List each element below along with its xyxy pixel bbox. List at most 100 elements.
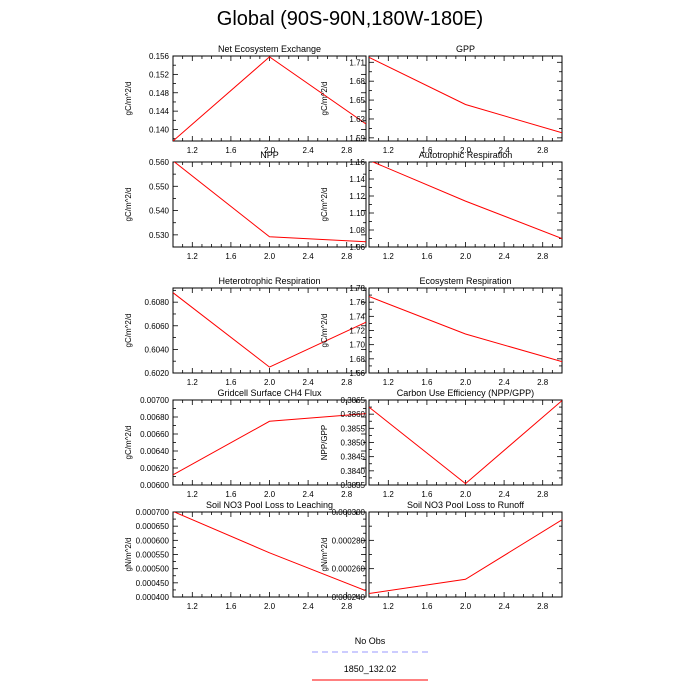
y-tick-label: 0.000600 — [136, 536, 170, 545]
y-tick-label: 1.78 — [349, 284, 365, 293]
carbon-use-efficiency-npp-gpp-title: Carbon Use Efficiency (NPP/GPP) — [397, 388, 534, 398]
y-tick-label: 0.000550 — [136, 551, 170, 560]
y-tick-label: 1.65 — [349, 96, 365, 105]
y-tick-label: 1.59 — [349, 134, 365, 143]
x-tick-label: 2.8 — [341, 378, 353, 387]
y-tick-label: 0.000280 — [332, 536, 366, 545]
x-tick-label: 2.4 — [303, 378, 315, 387]
x-tick-label: 1.2 — [187, 146, 199, 155]
x-tick-label: 2.0 — [460, 146, 472, 155]
npp-frame — [172, 161, 367, 248]
y-tick-label: 0.140 — [149, 126, 170, 135]
x-tick-label: 2.0 — [264, 378, 276, 387]
y-tick-label: 0.000650 — [136, 522, 170, 531]
x-tick-label: 2.4 — [499, 602, 511, 611]
y-tick-label: 1.68 — [349, 77, 365, 86]
x-tick-label: 2.0 — [264, 252, 276, 261]
y-tick-label: 1.62 — [349, 115, 365, 124]
soil-no3-pool-loss-to-leaching-frame — [172, 511, 367, 598]
y-tick-label: 0.6080 — [145, 298, 170, 307]
y-tick-label: 1.72 — [349, 327, 365, 336]
carbon-use-efficiency-npp-gpp-series-line — [369, 400, 562, 485]
autotrophic-respiration-series-line — [371, 162, 562, 239]
npp-series-line — [173, 162, 366, 243]
heterotrophic-respiration-frame — [172, 287, 367, 374]
y-tick-label: 0.6020 — [145, 369, 170, 378]
x-tick-label: 2.0 — [460, 490, 472, 499]
x-tick-label: 2.8 — [537, 252, 549, 261]
x-tick-label: 2.0 — [264, 490, 276, 499]
y-tick-label: 0.00680 — [140, 413, 169, 422]
ecosystem-respiration-ylabel: gC/m^2/d — [320, 314, 329, 348]
y-tick-label: 1.08 — [349, 226, 365, 235]
y-tick-label: 0.3865 — [341, 396, 366, 405]
x-tick-label: 1.6 — [421, 490, 433, 499]
y-tick-label: 1.76 — [349, 298, 365, 307]
y-tick-label: 0.000260 — [332, 565, 366, 574]
gridcell-surface-ch4-flux-ylabel: gC/m^2/d — [124, 426, 133, 460]
x-tick-label: 1.6 — [225, 146, 237, 155]
y-tick-label: 0.3845 — [341, 453, 366, 462]
heterotrophic-respiration-ylabel: gC/m^2/d — [124, 314, 133, 348]
x-tick-label: 1.2 — [187, 490, 199, 499]
legend-label: No Obs — [355, 636, 386, 646]
x-tick-label: 1.6 — [225, 490, 237, 499]
x-tick-label: 1.2 — [187, 378, 199, 387]
gpp-ylabel: gC/m^2/d — [320, 82, 329, 116]
x-tick-label: 2.4 — [499, 252, 511, 261]
x-tick-label: 2.4 — [499, 378, 511, 387]
y-tick-label: 0.3840 — [341, 467, 366, 476]
soil-no3-pool-loss-to-leaching-series-line — [173, 512, 366, 592]
x-tick-label: 2.4 — [499, 146, 511, 155]
chart-soil-no3-pool-loss-to-leaching: Soil NO3 Pool Loss to Leaching 1.2 1.6 2.0 2… — [124, 500, 367, 611]
x-tick-label: 2.0 — [460, 252, 472, 261]
gridcell-surface-ch4-flux-title: Gridcell Surface CH4 Flux — [217, 388, 322, 398]
x-tick-label: 1.6 — [421, 602, 433, 611]
heterotrophic-respiration-title: Heterotrophic Respiration — [218, 276, 320, 286]
chart-net-ecosystem-exchange: Net Ecosystem Exchange 1.2 1.6 2.0 2.4 2.8 0.1… — [124, 44, 367, 155]
net-ecosystem-exchange-ylabel: gC/m^2/d — [124, 82, 133, 116]
net-ecosystem-exchange-frame — [172, 55, 367, 142]
y-tick-label: 1.71 — [349, 58, 365, 67]
soil-no3-pool-loss-to-runoff-ylabel: gN/m^2/d — [320, 538, 329, 572]
y-tick-label: 1.74 — [349, 312, 365, 321]
y-tick-label: 0.000300 — [332, 508, 366, 517]
y-tick-label: 0.000240 — [332, 593, 366, 602]
soil-no3-pool-loss-to-leaching-ylabel: gN/m^2/d — [124, 538, 133, 572]
x-tick-label: 2.4 — [303, 146, 315, 155]
x-tick-label: 1.2 — [187, 252, 199, 261]
y-tick-label: 0.540 — [149, 207, 170, 216]
ecosystem-respiration-series-line — [369, 296, 562, 363]
chart-carbon-use-efficiency-npp-gpp: Carbon Use Efficiency (NPP/GPP) 1.2 1.6 2.0… — [320, 388, 563, 499]
carbon-use-efficiency-npp-gpp-ylabel: NPP/GPP — [320, 425, 329, 461]
x-tick-label: 1.6 — [225, 378, 237, 387]
x-tick-label: 2.0 — [460, 602, 472, 611]
y-tick-label: 1.06 — [349, 243, 365, 252]
legend: No Obs 1850_132.02 — [312, 636, 428, 681]
x-tick-label: 1.6 — [421, 146, 433, 155]
net-ecosystem-exchange-title: Net Ecosystem Exchange — [218, 44, 321, 54]
y-tick-label: 0.144 — [149, 107, 170, 116]
gpp-title: GPP — [456, 44, 475, 54]
y-tick-label: 0.00640 — [140, 447, 169, 456]
ecosystem-respiration-title: Ecosystem Respiration — [419, 276, 511, 286]
net-ecosystem-exchange-series-line — [173, 56, 366, 141]
x-tick-label: 2.0 — [264, 146, 276, 155]
gridcell-surface-ch4-flux-frame — [172, 399, 367, 486]
heterotrophic-respiration-series-line — [173, 292, 366, 368]
y-tick-label: 0.00620 — [140, 464, 169, 473]
chart-soil-no3-pool-loss-to-runoff: Soil NO3 Pool Loss to Runoff 1.2 1.6 2.0 2.4… — [320, 500, 563, 611]
x-tick-label: 2.8 — [341, 252, 353, 261]
x-tick-label: 1.6 — [421, 378, 433, 387]
x-tick-label: 2.4 — [303, 490, 315, 499]
gpp-series-line — [369, 56, 562, 134]
y-tick-label: 0.000700 — [136, 508, 170, 517]
y-tick-label: 0.00660 — [140, 430, 169, 439]
y-tick-label: 1.68 — [349, 355, 365, 364]
x-tick-label: 2.4 — [303, 252, 315, 261]
chart-gpp: GPP 1.2 1.6 2.0 2.4 2.8 1.59 1.62 1.65 1.68 1.71 gC… — [320, 44, 563, 155]
y-tick-label: 0.148 — [149, 89, 170, 98]
